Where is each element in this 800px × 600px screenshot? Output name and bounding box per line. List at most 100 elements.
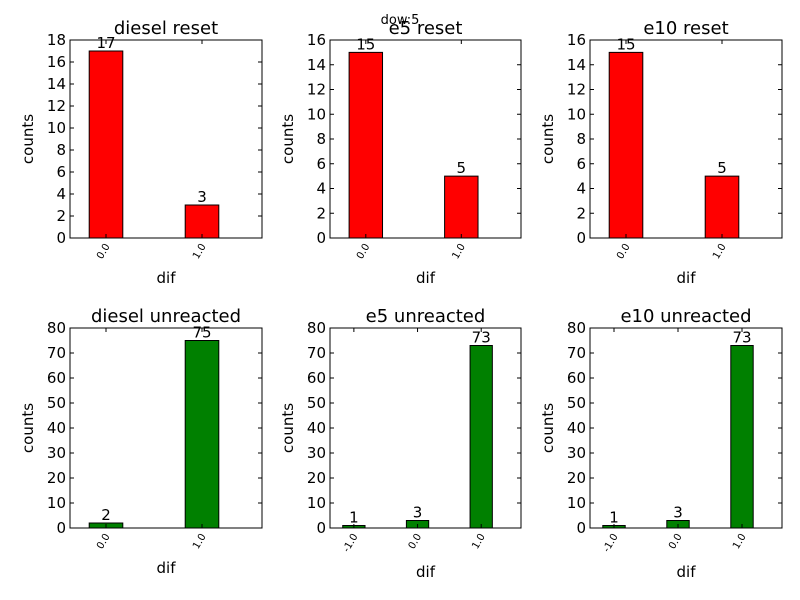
y-tick-label: 0 — [316, 519, 326, 537]
x-axis-label: dif — [416, 269, 436, 287]
y-tick-label: 10 — [47, 119, 66, 137]
y-tick-label: 6 — [316, 155, 326, 173]
chart-panel-6: e10 unreacted counts dif 0 10 20 30 40 50 60 70 80 1… — [539, 306, 783, 581]
y-tick-label: 60 — [307, 369, 326, 387]
y-tick-label: 0 — [576, 229, 586, 247]
x-axis-label: dif — [677, 269, 697, 287]
y-tick-label: 14 — [47, 75, 66, 93]
x-axis-label: dif — [677, 563, 697, 581]
y-tick-label: 6 — [576, 155, 586, 173]
y-tick-label: 60 — [567, 369, 586, 387]
chart-panel-4: diesel unreacted counts dif 0 10 20 30 40 50 60 70… — [19, 306, 263, 577]
x-axis-label: dif — [416, 563, 436, 581]
y-tick-label: 50 — [567, 394, 586, 412]
x-tick-label: 0.0 — [95, 532, 112, 551]
y-tick-label: 14 — [307, 56, 326, 74]
x-tick-label: 0.0 — [667, 532, 684, 551]
bar — [444, 175, 479, 239]
x-tick-label: 0.0 — [95, 242, 112, 261]
bar-data-label: 3 — [197, 188, 207, 206]
y-tick-label: 60 — [47, 369, 66, 387]
y-tick-label: 12 — [47, 97, 66, 115]
bar-data-label: 1 — [349, 509, 359, 527]
bar-data-label: 5 — [457, 159, 467, 177]
y-tick-label: 80 — [307, 319, 326, 337]
y-tick-label: 8 — [316, 130, 326, 148]
y-tick-label: 10 — [567, 105, 586, 123]
y-axis-label: counts — [539, 403, 557, 453]
bar — [184, 204, 220, 239]
y-tick-label: 0 — [56, 229, 66, 247]
y-tick-label: 80 — [47, 319, 66, 337]
bar — [608, 51, 644, 239]
bar-data-label: 5 — [717, 159, 727, 177]
y-tick-label: 10 — [47, 494, 66, 512]
bar — [348, 51, 384, 239]
x-tick-label: 1.0 — [470, 532, 487, 551]
x-axis-label: dif — [157, 559, 177, 577]
y-tick-label: 30 — [307, 444, 326, 462]
bar-data-label: 15 — [356, 35, 375, 53]
y-tick-label: 30 — [567, 444, 586, 462]
chart-panel-2: e5 reset counts dif 0 2 4 6 8 10 12 14 16 15 5 0.0 1.0 — [279, 18, 522, 287]
y-tick-label: 2 — [56, 207, 66, 225]
y-tick-label: 16 — [567, 31, 586, 49]
y-tick-label: 70 — [567, 344, 586, 362]
x-tick-label: 0.0 — [355, 242, 372, 261]
x-tick-label: 1.0 — [191, 532, 208, 551]
y-tick-label: 50 — [47, 394, 66, 412]
plot-frame — [329, 327, 522, 529]
y-tick-label: 40 — [567, 419, 586, 437]
y-tick-label: 4 — [576, 180, 586, 198]
x-axis-label: dif — [157, 269, 177, 287]
bar-data-label: 15 — [616, 35, 635, 53]
y-tick-label: 14 — [567, 56, 586, 74]
bar — [469, 345, 493, 529]
y-tick-label: 4 — [316, 180, 326, 198]
y-tick-label: 10 — [307, 494, 326, 512]
bar — [730, 345, 754, 529]
bar-data-label: 3 — [673, 504, 683, 522]
y-tick-label: 16 — [307, 31, 326, 49]
y-tick-label: 8 — [576, 130, 586, 148]
y-tick-label: 12 — [307, 81, 326, 99]
x-tick-label: -1.0 — [601, 532, 620, 554]
x-tick-label: -1.0 — [341, 532, 360, 554]
chart-title: e10 unreacted — [620, 306, 751, 327]
figure-suptitle: dow:5 — [381, 13, 420, 28]
plot-frame — [69, 39, 263, 239]
y-axis-label: counts — [19, 114, 37, 164]
bar-data-label: 73 — [732, 329, 751, 347]
bar — [704, 175, 740, 239]
y-tick-label: 2 — [576, 204, 586, 222]
y-tick-label: 12 — [567, 81, 586, 99]
y-tick-label: 2 — [316, 204, 326, 222]
y-tick-label: 0 — [56, 519, 66, 537]
y-axis-label: counts — [279, 403, 297, 453]
plot-frame — [69, 327, 263, 529]
bar — [184, 340, 220, 529]
chart-panel-5: e5 unreacted counts dif 0 10 20 30 40 50 60 70 80 1 3… — [279, 306, 522, 581]
y-tick-label: 10 — [307, 105, 326, 123]
y-axis-label: counts — [279, 114, 297, 164]
y-tick-label: 40 — [307, 419, 326, 437]
x-tick-label: 0.0 — [407, 532, 424, 551]
chart-title: diesel reset — [114, 18, 218, 39]
y-tick-label: 10 — [567, 494, 586, 512]
chart-title: e5 unreacted — [366, 306, 486, 327]
plot-frame — [329, 39, 522, 239]
y-axis-label: counts — [19, 403, 37, 453]
x-tick-label: 1.0 — [711, 242, 728, 261]
x-tick-label: 1.0 — [450, 242, 467, 261]
bar-data-label: 1 — [609, 509, 619, 527]
y-axis-label: counts — [539, 114, 557, 164]
y-tick-label: 0 — [576, 519, 586, 537]
y-tick-label: 70 — [307, 344, 326, 362]
bar-data-label: 3 — [413, 504, 423, 522]
bar-data-label: 2 — [101, 506, 111, 524]
chart-title: e5 reset — [389, 18, 463, 39]
x-tick-label: 1.0 — [191, 242, 208, 261]
y-tick-label: 16 — [47, 53, 66, 71]
y-tick-label: 18 — [47, 31, 66, 49]
